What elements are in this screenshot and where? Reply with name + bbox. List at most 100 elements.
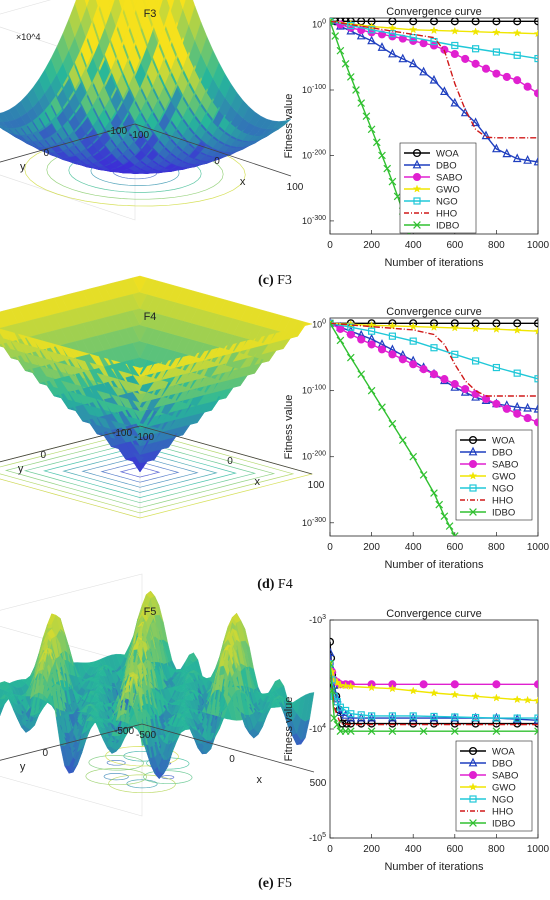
legend-label-dbo: DBO — [492, 448, 513, 459]
legend-label-sabo: SABO — [492, 460, 518, 471]
marker-idbo — [430, 489, 438, 497]
marker-ngo — [534, 54, 538, 63]
marker-ngo — [368, 26, 376, 34]
caption-d: (d) F4 — [257, 577, 293, 592]
legend-box — [455, 429, 533, 521]
x-tick-label: 0 — [214, 156, 220, 167]
marker-ngo — [409, 337, 417, 345]
marker-woa — [409, 18, 418, 26]
marker-ngo — [451, 713, 459, 721]
marker-ngo — [534, 714, 538, 722]
marker-dbo — [377, 42, 387, 51]
convergence-title: Convergence curve — [386, 306, 481, 318]
marker-woa — [471, 18, 480, 26]
legend-label-ngo: NGO — [492, 795, 514, 806]
legend-marker-woa — [468, 746, 478, 756]
y-tick-label: 10-300 — [302, 215, 326, 226]
x-tick-label: 1000 — [527, 844, 550, 855]
x-tick-label: 600 — [446, 844, 463, 855]
marker-idbo — [330, 18, 334, 26]
marker-dbo — [429, 712, 439, 722]
marker-idbo — [330, 659, 334, 668]
marker-gwo — [471, 324, 480, 333]
legend-marker-dbo — [468, 757, 478, 767]
marker-gwo — [533, 696, 538, 705]
marker-gwo — [367, 683, 376, 692]
legend-marker-idbo — [469, 819, 477, 827]
marker-gwo — [388, 684, 397, 693]
x-tick-label: 400 — [405, 844, 422, 855]
marker-idbo — [445, 522, 454, 530]
convergence-plot-2: Convergence curve Number of iterations Fit… — [283, 608, 550, 873]
marker-woa — [409, 719, 418, 728]
marker-idbo — [346, 73, 355, 81]
x-axis-line — [139, 425, 313, 475]
legend-label-hho: HHO — [492, 807, 513, 818]
marker-gwo — [512, 28, 522, 37]
marker-woa — [429, 719, 439, 728]
marker-idbo — [534, 727, 538, 736]
legend-marker-idbo — [469, 508, 477, 516]
marker-idbo — [450, 532, 459, 536]
marker-dbo — [533, 714, 538, 724]
marker-dbo — [523, 402, 532, 412]
marker-dbo — [512, 153, 522, 163]
marker-gwo — [450, 26, 460, 35]
surface-patch — [297, 321, 313, 337]
marker-sabo — [429, 41, 439, 50]
marker-woa — [388, 719, 397, 728]
y-tick-label: 0 — [43, 148, 49, 159]
marker-ngo — [388, 712, 396, 720]
marker-sabo — [450, 380, 459, 389]
marker-ngo — [430, 712, 438, 721]
surface-patch — [144, 0, 150, 8]
x-tick-label: 200 — [363, 240, 380, 251]
y-axis-label: Fitness value — [283, 94, 295, 159]
marker-idbo — [346, 353, 355, 362]
x-tick-label: 100 — [287, 182, 304, 193]
marker-idbo — [388, 177, 397, 186]
marker-gwo — [533, 29, 538, 38]
y-axis-label: y — [20, 161, 26, 173]
y-tick-label: 0 — [40, 450, 46, 461]
marker-sabo — [502, 72, 511, 81]
marker-idbo — [333, 720, 342, 729]
floor-contour — [23, 440, 257, 504]
marker-idbo — [330, 714, 338, 722]
marker-idbo — [450, 727, 459, 736]
marker-gwo — [523, 695, 532, 704]
floor-contour — [119, 466, 161, 478]
marker-gwo — [533, 326, 538, 335]
floor-contour — [108, 774, 176, 794]
convergence-plot-0: Convergence curve Number of iterations Fit… — [283, 6, 550, 269]
marker-gwo — [512, 325, 522, 334]
floor-contour — [161, 775, 175, 780]
marker-dbo — [367, 35, 376, 45]
legend-label-idbo: IDBO — [492, 819, 515, 830]
surface-patch — [278, 118, 292, 128]
marker-sabo — [429, 370, 439, 379]
marker-idbo — [367, 727, 376, 736]
legend-marker-gwo — [468, 471, 478, 480]
marker-dbo — [471, 117, 480, 127]
marker-idbo — [367, 125, 376, 134]
y-axis-label: y — [18, 463, 24, 475]
marker-sabo — [388, 350, 397, 359]
marker-ngo — [430, 344, 438, 352]
legend-label-gwo: GWO — [436, 185, 460, 196]
marker-idbo — [331, 32, 340, 40]
x-tick-label: 0 — [327, 844, 333, 855]
marker-gwo — [512, 695, 522, 704]
marker-sabo — [461, 384, 470, 394]
y-tick-label: -500 — [114, 726, 134, 737]
x-tick-label: 1000 — [527, 240, 550, 251]
series-line-ngo — [330, 20, 538, 60]
marker-sabo — [492, 69, 501, 78]
legend-marker-gwo — [468, 782, 478, 791]
marker-gwo — [408, 686, 418, 695]
marker-sabo — [440, 375, 449, 384]
surface-patch — [156, 0, 162, 7]
marker-dbo — [408, 58, 418, 68]
